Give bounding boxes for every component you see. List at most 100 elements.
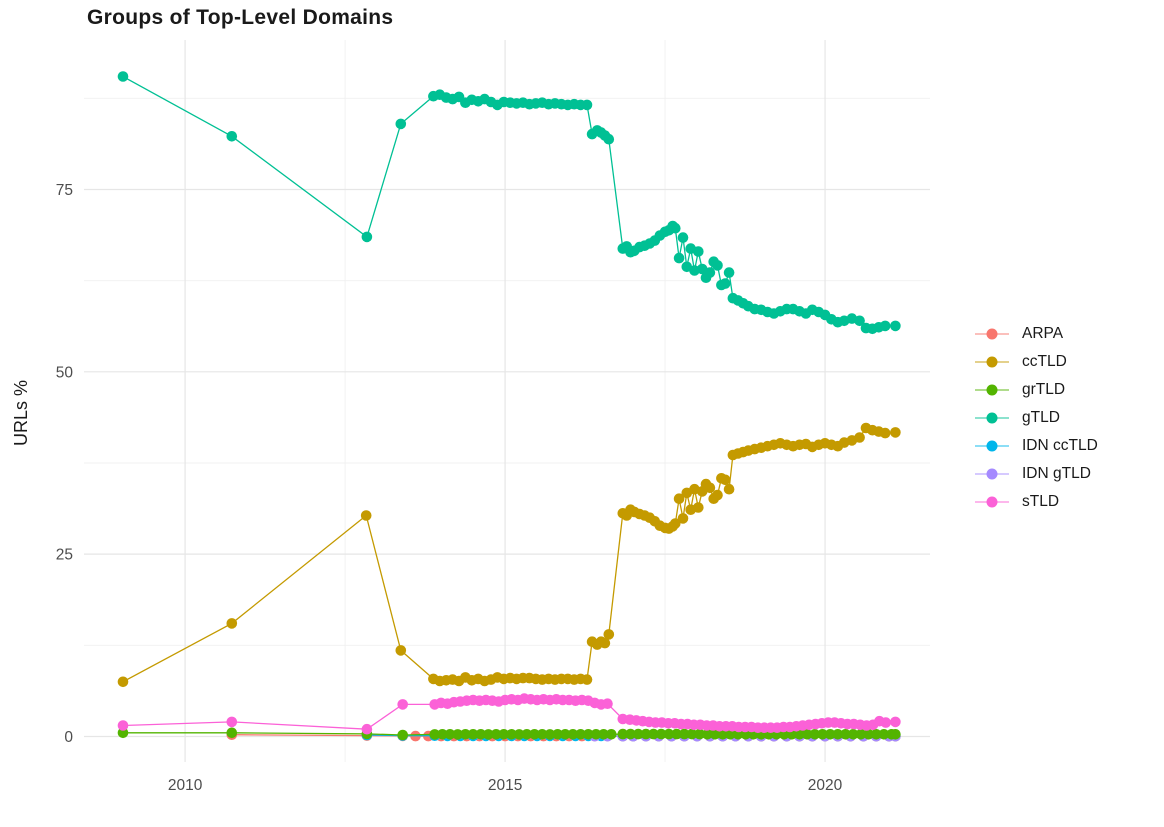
data-point-gTLD [670, 222, 681, 234]
y-axis-title: URLs % [10, 380, 31, 447]
data-point-grTLD [832, 729, 844, 740]
data-point-grTLD [583, 729, 594, 740]
data-point-gTLD [719, 278, 731, 289]
legend-item-IDN-ccTLD: IDN ccTLD [975, 432, 1098, 460]
data-point-grTLD [809, 729, 821, 740]
data-point-grTLD [437, 729, 448, 740]
data-point-gTLD [581, 99, 593, 111]
data-point-gTLD [890, 320, 901, 332]
x-tick-label: 2020 [808, 777, 843, 794]
data-point-sTLD [880, 717, 892, 728]
data-point-grTLD [567, 729, 579, 740]
data-point-grTLD [709, 729, 721, 740]
data-point-sTLD [890, 716, 901, 728]
data-point-ccTLD [719, 474, 731, 486]
data-point-grTLD [444, 729, 456, 740]
data-point-grTLD [521, 729, 533, 740]
legend-item-sTLD: sTLD [975, 488, 1098, 516]
legend-key-icon [975, 327, 1009, 341]
data-point-grTLD [606, 729, 617, 740]
data-point-grTLD [671, 728, 682, 740]
data-point-grTLD [679, 728, 690, 740]
data-point-ccTLD [395, 645, 407, 656]
legend-label: ccTLD [1022, 353, 1067, 370]
data-point-grTLD [648, 728, 659, 740]
legend-label: IDN gTLD [1022, 465, 1091, 482]
data-point-ccTLD [603, 629, 615, 640]
data-point-grTLD [429, 729, 441, 740]
data-point-gTLD [723, 267, 735, 278]
data-point-ccTLD [117, 676, 129, 688]
data-point-ccTLD [670, 518, 681, 529]
data-point-grTLD [475, 729, 487, 740]
data-point-grTLD [598, 729, 609, 740]
data-point-ccTLD [360, 510, 372, 521]
legend-key-icon [975, 495, 1009, 509]
data-point-grTLD [640, 728, 652, 740]
data-point-gTLD [673, 252, 685, 264]
data-point-grTLD [529, 729, 540, 740]
legend-label: IDN ccTLD [1022, 437, 1098, 454]
data-point-ccTLD [854, 432, 865, 443]
data-point-grTLD [490, 729, 502, 740]
data-point-gTLD [603, 133, 615, 145]
data-point-grTLD [725, 729, 736, 740]
data-point-grTLD [625, 728, 636, 740]
data-point-grTLD [397, 729, 409, 741]
data-point-grTLD [890, 729, 901, 740]
data-point-grTLD [870, 729, 882, 740]
data-point-gTLD [879, 320, 891, 332]
data-point-grTLD [452, 729, 464, 740]
series-line-gTLD [122, 75, 896, 330]
data-point-grTLD [863, 729, 874, 740]
legend-label: ARPA [1022, 325, 1064, 342]
data-point-ccTLD [599, 637, 611, 649]
legend-key-icon [975, 467, 1009, 481]
data-point-grTLD [655, 728, 667, 740]
data-point-gTLD [712, 260, 723, 271]
data-point-gTLD [693, 246, 704, 257]
data-point-grTLD [663, 728, 675, 740]
data-point-gTLD [677, 232, 689, 243]
data-point-grTLD [801, 729, 813, 740]
data-point-grTLD [559, 729, 571, 740]
series-line-ccTLD [122, 427, 896, 683]
y-tick-label: 25 [56, 547, 73, 564]
data-point-ccTLD [693, 502, 704, 513]
data-point-ccTLD [712, 489, 723, 501]
data-point-ccTLD [879, 427, 891, 439]
data-point-grTLD [544, 729, 556, 740]
data-point-grTLD [824, 729, 836, 740]
data-point-grTLD [855, 729, 867, 740]
legend-item-ccTLD: ccTLD [975, 348, 1098, 376]
legend-key-icon [975, 439, 1009, 453]
data-point-grTLD [536, 729, 548, 740]
x-tick-label: 2010 [168, 777, 203, 794]
data-point-sTLD [397, 699, 409, 710]
data-point-grTLD [117, 727, 129, 739]
data-point-gTLD [361, 231, 373, 243]
data-point-ccTLD [677, 513, 689, 524]
data-point-grTLD [226, 727, 238, 739]
legend-item-ARPA: ARPA [975, 320, 1098, 348]
legend-item-grTLD: grTLD [975, 376, 1098, 404]
data-point-ccTLD [581, 674, 593, 685]
data-point-grTLD [617, 728, 629, 740]
data-point-grTLD [498, 729, 510, 740]
data-point-grTLD [513, 729, 525, 740]
data-point-grTLD [717, 729, 728, 740]
legend-label: grTLD [1022, 381, 1066, 398]
data-point-ccTLD [226, 618, 238, 629]
data-point-sTLD [117, 720, 129, 731]
data-point-gTLD [226, 131, 238, 142]
y-axis-title-wrap: URLs % [6, 0, 36, 827]
data-point-grTLD [460, 729, 471, 740]
data-point-ccTLD [673, 493, 685, 505]
data-point-gTLD [854, 315, 865, 327]
data-point-grTLD [590, 729, 602, 740]
legend-label: gTLD [1022, 409, 1060, 426]
data-point-gTLD [395, 118, 407, 130]
data-point-sTLD [602, 698, 613, 709]
